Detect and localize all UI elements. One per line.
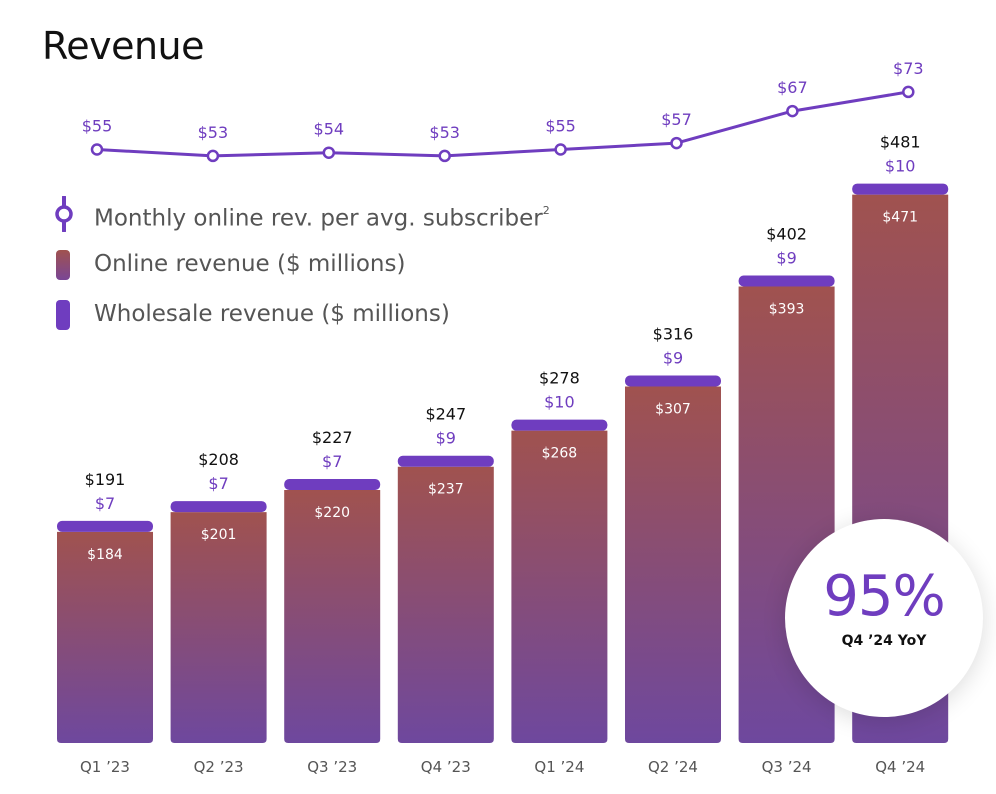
arpu-point (438, 149, 451, 163)
total-value-label: $227 (312, 428, 353, 447)
wholesale-bar (511, 419, 608, 431)
arpu-value-label: $67 (777, 78, 808, 97)
arpu-value-label: $53 (429, 123, 460, 142)
online-value-label: $220 (314, 505, 350, 521)
arpu-value-label: $55 (82, 117, 113, 136)
arpu-point (786, 104, 799, 118)
arpu-value-label: $55 (545, 117, 576, 136)
arpu-point (206, 149, 220, 163)
total-value-label: $316 (653, 324, 694, 343)
online-value-label: $237 (428, 482, 464, 498)
arpu-point (554, 143, 567, 156)
x-tick-label: Q2 ’24 (648, 758, 698, 776)
total-value-label: $278 (539, 369, 580, 388)
wholesale-value-label: $10 (544, 393, 575, 412)
wholesale-swatch-icon (56, 300, 70, 330)
wholesale-bar (738, 275, 835, 287)
arpu-value-label: $54 (314, 120, 345, 139)
total-value-label: $247 (425, 405, 466, 424)
x-tick-label: Q4 ’23 (421, 758, 471, 776)
online-bar (397, 466, 494, 743)
wholesale-value-label: $10 (885, 157, 916, 176)
x-tick-label: Q1 ’24 (534, 758, 584, 776)
online-bar (511, 430, 608, 743)
page-title: Revenue (42, 24, 205, 68)
arpu-point (322, 146, 336, 159)
wholesale-bar (625, 375, 721, 387)
online-value-label: $201 (201, 527, 237, 543)
legend-label-online: Online revenue ($ millions) (94, 251, 406, 277)
total-value-label: $208 (198, 450, 239, 469)
online-value-label: $471 (882, 210, 918, 226)
wholesale-value-label: $7 (208, 474, 228, 493)
wholesale-bar (57, 520, 153, 532)
online-bar (57, 531, 153, 743)
x-tick-label: Q2 ’23 (194, 758, 244, 776)
online-value-label: $393 (769, 301, 805, 317)
arpu-line (96, 90, 909, 158)
wholesale-value-label: $7 (95, 494, 115, 513)
yoy-label: Q4 ’24 YoY (841, 633, 927, 649)
online-value-label: $307 (655, 401, 691, 417)
arpu-value-label: $53 (198, 123, 229, 142)
wholesale-bar (852, 183, 949, 195)
total-value-label: $402 (766, 224, 807, 243)
online-bar (284, 489, 381, 743)
legend-footnote: 2 (542, 204, 550, 217)
wholesale-bar (397, 455, 494, 467)
arpu-value-label: $73 (893, 59, 924, 78)
online-value-label: $268 (542, 446, 578, 462)
yoy-value: 95% (823, 564, 945, 629)
x-tick-label: Q3 ’23 (307, 758, 357, 776)
yoy-badge: 95% Q4 ’24 YoY (785, 519, 983, 717)
wholesale-bar (170, 501, 267, 513)
wholesale-value-label: $9 (663, 348, 683, 367)
online-value-label: $184 (87, 547, 123, 563)
x-tick-label: Q3 ’24 (762, 758, 812, 776)
x-tick-label: Q4 ’24 (875, 758, 925, 776)
wholesale-value-label: $7 (322, 452, 342, 471)
arpu-point (902, 85, 915, 99)
legend-label-wholesale: Wholesale revenue ($ millions) (94, 301, 450, 327)
legend-label-arpu: Monthly online rev. per avg. subscriber2 (94, 204, 550, 232)
online-bar (170, 512, 267, 743)
wholesale-value-label: $9 (776, 248, 796, 267)
arpu-point (670, 136, 683, 150)
total-value-label: $191 (85, 470, 126, 489)
wholesale-value-label: $9 (436, 429, 456, 448)
x-tick-label: Q1 ’23 (80, 758, 130, 776)
online-swatch-icon (56, 250, 70, 280)
arpu-point (90, 143, 104, 156)
total-value-label: $481 (880, 133, 921, 152)
wholesale-bar (284, 478, 381, 490)
online-bar (625, 386, 721, 743)
line-marker-icon (55, 196, 73, 232)
arpu-value-label: $57 (661, 110, 692, 129)
